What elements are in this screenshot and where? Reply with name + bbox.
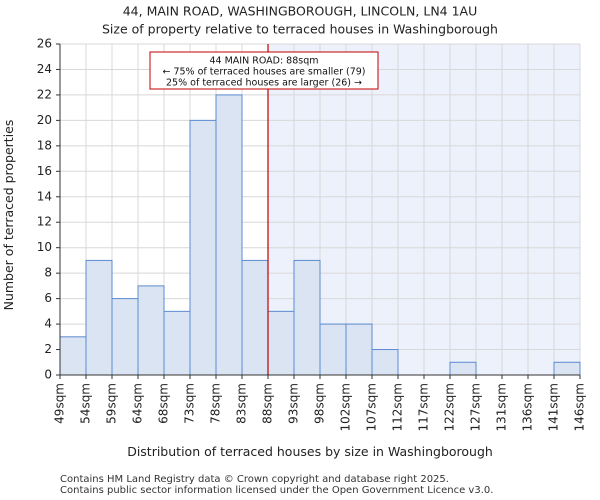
y-tick-label: 6 xyxy=(44,291,52,305)
y-tick-label: 26 xyxy=(37,37,52,51)
bar-54sqm xyxy=(85,259,113,376)
x-tick-label: 73sqm xyxy=(183,383,197,424)
bar-107sqm xyxy=(371,349,399,376)
bar-68sqm xyxy=(163,310,191,376)
annotation-line-3: 25% of terraced houses are larger (26) → xyxy=(166,78,362,89)
bar-59sqm xyxy=(111,298,139,376)
x-tick-label: 68sqm xyxy=(157,383,171,424)
x-tick-label: 64sqm xyxy=(131,383,145,424)
x-tick-label: 122sqm xyxy=(443,383,457,431)
chart-subtitle: Size of property relative to terraced ho… xyxy=(102,22,498,37)
x-tick-label: 83sqm xyxy=(235,383,249,424)
bar-102sqm xyxy=(345,323,373,376)
bar-83sqm xyxy=(241,259,269,376)
bar-73sqm xyxy=(189,119,217,376)
x-tick-label: 107sqm xyxy=(365,383,379,431)
bar-88sqm xyxy=(267,310,295,376)
y-tick-label: 20 xyxy=(37,113,52,127)
x-tick-label: 141sqm xyxy=(547,383,561,431)
y-tick-label: 16 xyxy=(37,164,52,178)
chart-title: 44, MAIN ROAD, WASHINGBOROUGH, LINCOLN, … xyxy=(123,4,478,19)
x-tick-label: 98sqm xyxy=(313,383,327,424)
y-tick-label: 2 xyxy=(44,342,52,356)
x-tick-label: 117sqm xyxy=(417,383,431,431)
x-tick-label: 59sqm xyxy=(105,383,119,424)
x-tick-label: 127sqm xyxy=(469,383,483,431)
annotation-box xyxy=(149,51,379,90)
x-tick-label: 93sqm xyxy=(287,383,301,424)
x-tick-label: 131sqm xyxy=(495,383,509,431)
x-tick-label: 54sqm xyxy=(79,383,93,424)
x-tick-label: 49sqm xyxy=(53,383,67,424)
bar-78sqm xyxy=(215,94,243,376)
x-axis-label: Distribution of terraced houses by size … xyxy=(127,444,493,459)
footer-copyright: Contains HM Land Registry data © Crown c… xyxy=(60,474,449,485)
bar-98sqm xyxy=(319,323,347,376)
x-tick-label: 112sqm xyxy=(391,383,405,431)
bar-122sqm xyxy=(449,361,477,376)
y-tick-label: 14 xyxy=(37,189,52,203)
x-tick-label: 78sqm xyxy=(209,383,223,424)
y-tick-label: 22 xyxy=(37,87,52,101)
annotation-line-1: 44 MAIN ROAD: 88sqm xyxy=(210,56,319,67)
y-tick-label: 4 xyxy=(44,317,52,331)
y-tick-label: 8 xyxy=(44,266,52,280)
y-axis-label: Number of terraced properties xyxy=(1,120,16,311)
x-tick-label: 88sqm xyxy=(261,383,275,424)
bar-49sqm xyxy=(59,336,87,376)
x-tick-label: 146sqm xyxy=(573,383,587,431)
bar-93sqm xyxy=(293,259,321,376)
y-tick-label: 18 xyxy=(37,138,52,152)
bar-141sqm xyxy=(553,361,581,376)
bar-64sqm xyxy=(137,285,165,376)
annotation-line-2: ← 75% of terraced houses are smaller (79… xyxy=(162,67,365,78)
x-tick-label: 136sqm xyxy=(521,383,535,431)
y-tick-label: 12 xyxy=(37,215,52,229)
footer-licence: Contains public sector information licen… xyxy=(60,485,494,496)
y-tick-label: 24 xyxy=(37,62,52,76)
x-tick-label: 102sqm xyxy=(339,383,353,431)
y-tick-label: 0 xyxy=(44,368,52,382)
y-tick-label: 10 xyxy=(37,240,52,254)
